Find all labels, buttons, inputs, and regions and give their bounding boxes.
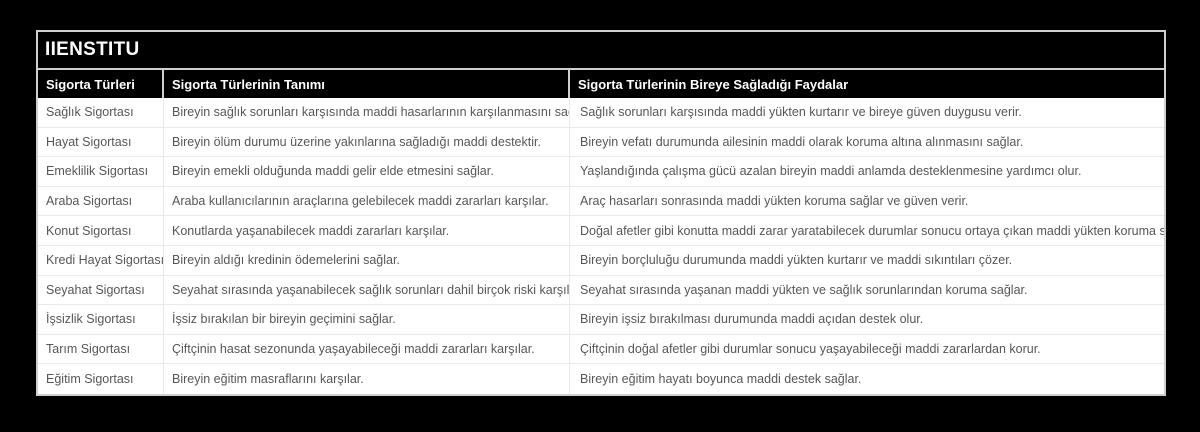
table-row: Seyahat Sigortası Seyahat sırasında yaşa… <box>38 275 1164 306</box>
table-row: Konut Sigortası Konutlarda yaşanabilecek… <box>38 216 1164 246</box>
cell-insurance-type: Emeklilik Sigortası <box>38 157 164 187</box>
table-row: İşsizlik Sigortası İşsiz bırakılan bir b… <box>38 305 1164 335</box>
table-row: Emeklilik Sigortası Bireyin emekli olduğ… <box>38 157 1164 187</box>
cell-benefit: Bireyin işsiz bırakılması durumunda madd… <box>570 305 1164 335</box>
cell-benefit: Seyahat sırasında yaşanan maddi yükten v… <box>570 275 1164 306</box>
cell-definition: Seyahat sırasında yaşanabilecek sağlık s… <box>164 275 570 306</box>
cell-definition: Konutlarda yaşanabilecek maddi zararları… <box>164 216 570 246</box>
cell-insurance-type: Seyahat Sigortası <box>38 275 164 306</box>
cell-benefit: Çiftçinin doğal afetler gibi durumlar so… <box>570 334 1164 365</box>
cell-definition: İşsiz bırakılan bir bireyin geçimini sağ… <box>164 305 570 335</box>
cell-insurance-type: İşsizlik Sigortası <box>38 305 164 335</box>
cell-insurance-type: Hayat Sigortası <box>38 127 164 158</box>
cell-benefit: Yaşlandığında çalışma gücü azalan bireyi… <box>570 157 1164 187</box>
cell-insurance-type: Eğitim Sigortası <box>38 364 164 394</box>
table-row: Hayat Sigortası Bireyin ölüm durumu üzer… <box>38 127 1164 158</box>
table-row: Kredi Hayat Sigortası Bireyin aldığı kre… <box>38 245 1164 276</box>
cell-definition: Bireyin aldığı kredinin ödemelerini sağl… <box>164 245 570 276</box>
header-row: Sigorta Türleri Sigorta Türlerinin Tanım… <box>38 70 1164 98</box>
cell-definition: Araba kullanıcılarının araçlarına gelebi… <box>164 186 570 217</box>
insurance-table: Sigorta Türleri Sigorta Türlerinin Tanım… <box>38 70 1164 394</box>
cell-benefit: Araç hasarları sonrasında maddi yükten k… <box>570 186 1164 217</box>
cell-benefit: Doğal afetler gibi konutta maddi zarar y… <box>570 216 1164 246</box>
cell-definition: Bireyin ölüm durumu üzerine yakınlarına … <box>164 127 570 158</box>
cell-definition: Çiftçinin hasat sezonunda yaşayabileceği… <box>164 334 570 365</box>
cell-insurance-type: Araba Sigortası <box>38 186 164 217</box>
cell-benefit: Sağlık sorunları karşısında maddi yükten… <box>570 98 1164 128</box>
table-row: Sağlık Sigortası Bireyin sağlık sorunlar… <box>38 98 1164 128</box>
table-row: Araba Sigortası Araba kullanıcılarının a… <box>38 186 1164 217</box>
cell-insurance-type: Konut Sigortası <box>38 216 164 246</box>
cell-insurance-type: Sağlık Sigortası <box>38 98 164 128</box>
column-header-benefit: Sigorta Türlerinin Bireye Sağladığı Fayd… <box>570 70 1164 98</box>
column-header-definition: Sigorta Türlerinin Tanımı <box>164 70 570 98</box>
insurance-table-panel: IIENSTITU Sigorta Türleri Sigorta Türler… <box>36 30 1166 396</box>
cell-insurance-type: Tarım Sigortası <box>38 334 164 365</box>
cell-benefit: Bireyin vefatı durumunda ailesinin maddi… <box>570 127 1164 158</box>
column-header-insurance-type: Sigorta Türleri <box>38 70 164 98</box>
cell-definition: Bireyin emekli olduğunda maddi gelir eld… <box>164 157 570 187</box>
cell-insurance-type: Kredi Hayat Sigortası <box>38 245 164 276</box>
table-row: Eğitim Sigortası Bireyin eğitim masrafla… <box>38 364 1164 394</box>
cell-definition: Bireyin eğitim masraflarını karşılar. <box>164 364 570 394</box>
cell-definition: Bireyin sağlık sorunları karşısında madd… <box>164 98 570 128</box>
brand-title: IIENSTITU <box>38 32 1164 70</box>
table-row: Tarım Sigortası Çiftçinin hasat sezonund… <box>38 334 1164 365</box>
cell-benefit: Bireyin borçluluğu durumunda maddi yükte… <box>570 245 1164 276</box>
cell-benefit: Bireyin eğitim hayatı boyunca maddi dest… <box>570 364 1164 394</box>
